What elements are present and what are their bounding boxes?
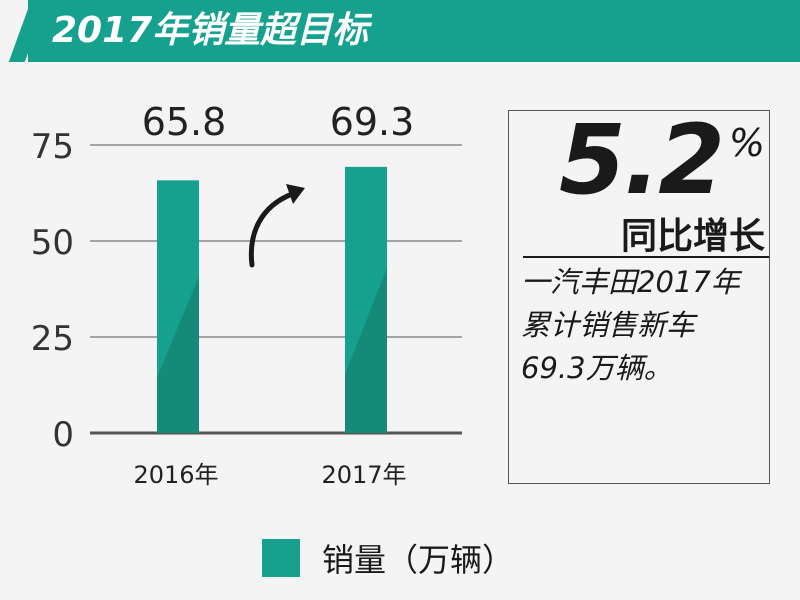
info-line-2: 累计销售新车 — [521, 308, 696, 342]
legend-label: 销量（万辆） — [322, 541, 515, 579]
info-description: 一汽丰田2017年 累计销售新车 69.3万辆。 — [521, 261, 771, 390]
page-title: 2017年销量超目标 — [52, 10, 369, 51]
curved-arrow-icon — [248, 191, 295, 268]
info-line-3: 69.3万辆。 — [521, 351, 673, 385]
data-label: 69.3 — [330, 100, 415, 144]
header-band — [0, 0, 800, 62]
category-label: 2017年 — [321, 461, 406, 489]
chart-legend: 销量（万辆） — [262, 538, 515, 579]
info-divider — [523, 256, 769, 258]
category-label: 2016年 — [133, 461, 218, 489]
bar-shade — [157, 276, 199, 433]
data-label: 65.8 — [142, 100, 227, 144]
growth-value: 5.2 — [558, 104, 725, 216]
arrow-head-icon — [286, 184, 305, 204]
growth-unit: % — [728, 121, 765, 165]
y-tick-label: 50 — [31, 223, 74, 263]
y-tick-label: 0 — [52, 415, 74, 455]
legend-swatch — [262, 539, 300, 577]
y-tick-label: 75 — [31, 127, 74, 167]
y-tick-label: 25 — [31, 319, 74, 359]
growth-info-box: 5.2 % 同比增长 一汽丰田2017年 累计销售新车 69.3万辆。 — [508, 105, 771, 484]
info-line-1: 一汽丰田2017年 — [521, 265, 740, 299]
growth-caption: 同比增长 — [620, 216, 765, 257]
bar-shade — [345, 268, 387, 433]
